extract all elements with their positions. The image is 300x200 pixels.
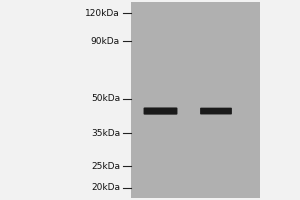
FancyBboxPatch shape xyxy=(144,107,178,115)
Text: 20kDa: 20kDa xyxy=(91,183,120,192)
Text: 90kDa: 90kDa xyxy=(91,37,120,46)
Text: 35kDa: 35kDa xyxy=(91,129,120,138)
FancyBboxPatch shape xyxy=(130,2,260,198)
Text: 25kDa: 25kDa xyxy=(91,162,120,171)
Text: 50kDa: 50kDa xyxy=(91,94,120,103)
Text: 120kDa: 120kDa xyxy=(85,9,120,18)
FancyBboxPatch shape xyxy=(200,108,232,114)
